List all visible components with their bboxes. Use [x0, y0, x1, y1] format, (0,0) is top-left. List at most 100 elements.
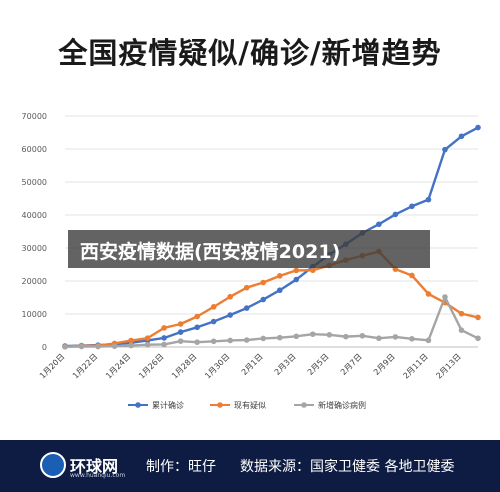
data-point: [243, 284, 250, 291]
data-point: [276, 334, 283, 341]
data-point: [210, 304, 217, 310]
data-point: [144, 335, 151, 341]
data-point: [310, 267, 316, 274]
data-point: [458, 133, 465, 140]
data-point: [243, 337, 250, 343]
data-point: [475, 124, 481, 131]
data-point: [442, 146, 448, 153]
data-point: [376, 335, 382, 342]
globe-icon: [40, 452, 66, 478]
data-point: [293, 267, 300, 274]
data-point: [293, 333, 300, 340]
data-point: [161, 325, 167, 331]
data-point: [210, 338, 217, 345]
legend-swatch-marker: [135, 402, 141, 408]
legend-label: 累计确诊: [152, 400, 184, 410]
x-tick-label: 1月22日: [71, 352, 99, 380]
data-point: [458, 327, 465, 334]
data-point: [425, 337, 432, 344]
series-line: [64, 295, 479, 348]
y-tick-label: 70000: [22, 112, 47, 121]
legend-label: 新增确诊病例: [318, 400, 366, 410]
data-point: [62, 343, 68, 350]
x-tick-label: 2月11日: [401, 352, 429, 380]
data-point: [475, 335, 481, 342]
y-tick-label: 10000: [22, 310, 47, 319]
data-point: [95, 343, 101, 350]
data-point: [310, 331, 316, 337]
footer-bar: 环球网 www.huanqiu.com 制作：旺仔 数据来源：国家卫健委 各地卫…: [0, 440, 500, 492]
logo-url: www.huanqiu.com: [70, 472, 126, 479]
data-point: [276, 273, 283, 279]
data-point: [260, 279, 267, 286]
y-tick-label: 0: [42, 343, 47, 352]
data-point: [128, 337, 134, 344]
x-tick-label: 2月3日: [273, 352, 298, 377]
data-point: [177, 338, 184, 344]
data-point: [475, 314, 481, 321]
legend-swatch-marker: [301, 402, 307, 408]
data-point: [376, 221, 382, 228]
data-source: 数据来源：国家卫健委 各地卫健委: [240, 459, 455, 475]
data-point: [392, 211, 399, 218]
data-point: [409, 203, 415, 210]
legend-label: 现有疑似: [234, 400, 266, 410]
y-axis-ticks: 0 10000 20000 30000 40000 50000 60000 70000: [22, 112, 47, 352]
data-point: [177, 329, 184, 335]
y-tick-label: 40000: [22, 211, 47, 220]
data-point: [326, 332, 333, 338]
data-point: [409, 336, 415, 342]
data-point: [128, 342, 134, 349]
y-tick-label: 20000: [22, 277, 47, 286]
data-point: [194, 313, 200, 320]
data-point: [210, 318, 217, 325]
data-point: [161, 341, 167, 348]
x-tick-label: 1月28日: [170, 352, 198, 380]
data-point: [194, 324, 200, 331]
x-tick-label: 1月20日: [38, 352, 66, 380]
data-point: [78, 343, 85, 350]
line-chart: 0 10000 20000 30000 40000 50000 60000 70000 1月2…: [22, 112, 481, 410]
data-point: [194, 339, 200, 345]
data-point: [425, 291, 432, 297]
data-point: [343, 333, 349, 340]
data-point: [227, 337, 233, 344]
data-point: [458, 310, 465, 317]
x-tick-label: 1月30日: [203, 352, 231, 380]
y-tick-label: 60000: [22, 145, 47, 154]
x-tick-label: 2月7日: [339, 352, 364, 377]
x-tick-label: 2月1日: [240, 352, 265, 377]
data-point: [276, 287, 283, 294]
y-tick-label: 50000: [22, 178, 47, 187]
data-point: [243, 305, 250, 311]
x-tick-label: 2月5日: [306, 352, 331, 377]
data-point: [177, 321, 184, 327]
logo-text: 环球网: [70, 457, 119, 476]
data-point: [227, 293, 233, 300]
overlay-title: 西安疫情数据(西安疫情2021): [80, 241, 341, 263]
watermark-overlay: 西安疫情数据(西安疫情2021): [68, 230, 430, 268]
legend: 累计确诊 现有疑似 新增确诊病例: [128, 400, 366, 410]
data-point: [442, 294, 448, 300]
x-axis-ticks: 1月20日 1月22日 1月24日 1月26日 1月28日 1月30日 2月1日 2月3日 2月…: [38, 352, 463, 380]
data-point: [111, 343, 118, 349]
series-1: [62, 124, 481, 349]
data-point: [144, 341, 151, 348]
y-tick-label: 30000: [22, 244, 47, 253]
brand-logo[interactable]: 环球网 www.huanqiu.com: [40, 449, 136, 483]
data-point: [392, 334, 399, 340]
data-point: [227, 312, 233, 318]
producer-credit: 制作：旺仔: [146, 459, 216, 475]
data-point: [425, 196, 432, 203]
chart-title: 全国疫情疑似/确诊/新增趋势: [58, 36, 442, 70]
x-tick-label: 1月26日: [137, 352, 165, 380]
data-point: [359, 332, 366, 339]
data-point: [260, 296, 267, 303]
data-point: [293, 276, 300, 283]
legend-swatch-marker: [217, 402, 223, 408]
data-point: [161, 335, 167, 341]
x-tick-label: 2月9日: [372, 352, 397, 377]
series-3: [62, 294, 481, 350]
x-tick-label: 2月13日: [434, 352, 462, 380]
data-point: [409, 272, 415, 279]
